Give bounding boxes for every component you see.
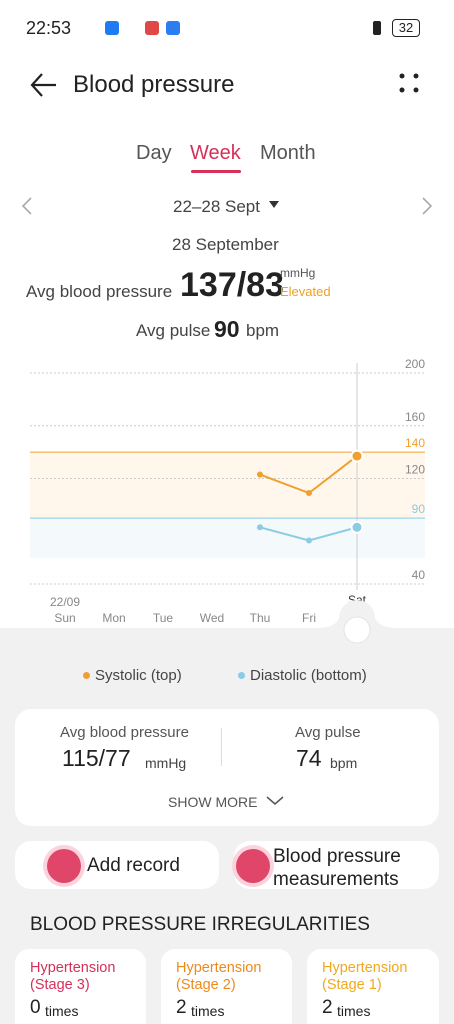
x-tick-label: Tue	[153, 611, 174, 625]
irregularity-name: Hypertension (Stage 2)	[176, 960, 262, 993]
chart: 4012016020014090SunMonTueWedThuFriSat22/…	[30, 357, 426, 644]
status-icon	[145, 21, 159, 35]
irregularity-count: 2	[176, 997, 187, 1018]
summary-value: 74	[296, 745, 322, 771]
avg-pulse-value: 90	[214, 316, 240, 342]
panel-notch	[317, 600, 397, 628]
page-title: Blood pressure	[73, 71, 235, 98]
summary-unit: bpm	[330, 755, 358, 771]
data-point	[306, 490, 312, 497]
tab-indicator	[191, 170, 241, 173]
reference-label: 140	[405, 436, 425, 450]
avg-bp-value: 137/83	[180, 266, 284, 304]
x-tick-label: Mon	[102, 611, 125, 625]
y-tick-label: 200	[405, 357, 425, 371]
summary-unit: mmHg	[145, 755, 187, 771]
irregularity-unit: times	[337, 1003, 371, 1019]
avg-bp-status: Elevated	[280, 284, 331, 299]
data-point	[257, 524, 263, 531]
selected-date: 28 September	[172, 235, 279, 254]
x-tick-label: Wed	[200, 611, 224, 625]
legend-label: Systolic (top)	[95, 667, 182, 684]
avg-pulse-unit: bpm	[246, 321, 280, 340]
irregularity-unit: times	[191, 1003, 225, 1019]
summary-label: Avg pulse	[295, 724, 361, 741]
avg-bp-label: Avg blood pressure	[26, 282, 173, 301]
range-band	[30, 452, 425, 519]
y-tick-label: 40	[412, 568, 426, 582]
data-point	[257, 471, 263, 478]
x-tick-label: Sun	[54, 611, 75, 625]
summary-card	[15, 709, 439, 826]
prev-button[interactable]	[20, 197, 34, 215]
data-point	[306, 537, 312, 544]
irregularity-count: 2	[322, 997, 333, 1018]
show-more[interactable]: SHOW MORE	[168, 794, 258, 810]
legend-swatch	[83, 672, 90, 679]
divider	[221, 728, 222, 766]
date-range[interactable]: 22–28 Sept	[173, 197, 260, 216]
next-button[interactable]	[420, 197, 434, 215]
range-band	[30, 518, 425, 559]
action-icon	[47, 849, 81, 883]
avg-bp-unit: mmHg	[280, 266, 316, 280]
x-tick-label: Thu	[250, 611, 271, 625]
data-point	[350, 449, 364, 463]
status-time: 22:53	[26, 18, 72, 38]
status-icon	[105, 21, 119, 35]
avg-pulse-label: Avg pulse	[136, 321, 211, 340]
status-icon	[373, 21, 381, 35]
reference-label: 90	[412, 502, 426, 516]
x-start-label: 22/09	[50, 595, 80, 609]
tab-active[interactable]: Week	[190, 142, 241, 164]
more-button[interactable]	[399, 73, 421, 95]
status-icon	[166, 21, 180, 35]
selection-knob	[343, 616, 371, 644]
summary-label: Avg blood pressure	[60, 724, 189, 741]
action-icon	[236, 849, 270, 883]
data-point	[350, 520, 364, 534]
irregularity-name: Hypertension (Stage 1)	[322, 960, 408, 993]
irregularity-unit: times	[45, 1003, 79, 1019]
dropdown-arrow	[269, 201, 279, 208]
legend-label: Diastolic (bottom)	[250, 667, 367, 684]
tab[interactable]: Day	[136, 142, 172, 164]
battery: 32	[392, 19, 420, 37]
summary-value: 115/77	[62, 745, 131, 771]
irregularity-count: 0	[30, 997, 41, 1018]
chevron	[266, 796, 284, 805]
irregularity-card[interactable]	[161, 949, 292, 1024]
y-tick-label: 120	[405, 463, 425, 477]
action-label: Blood pressure measurements	[273, 846, 401, 890]
y-tick-label: 160	[405, 410, 425, 424]
back-button[interactable]	[30, 72, 58, 98]
irregularity-card[interactable]	[307, 949, 439, 1024]
legend-swatch	[238, 672, 245, 679]
action-label: Add record	[87, 855, 180, 876]
x-tick-label: Fri	[302, 611, 316, 625]
tab[interactable]: Month	[260, 142, 316, 164]
irregularity-card[interactable]	[15, 949, 146, 1024]
irregularity-name: Hypertension (Stage 3)	[30, 960, 116, 993]
section-title: BLOOD PRESSURE IRREGULARITIES	[30, 914, 370, 935]
